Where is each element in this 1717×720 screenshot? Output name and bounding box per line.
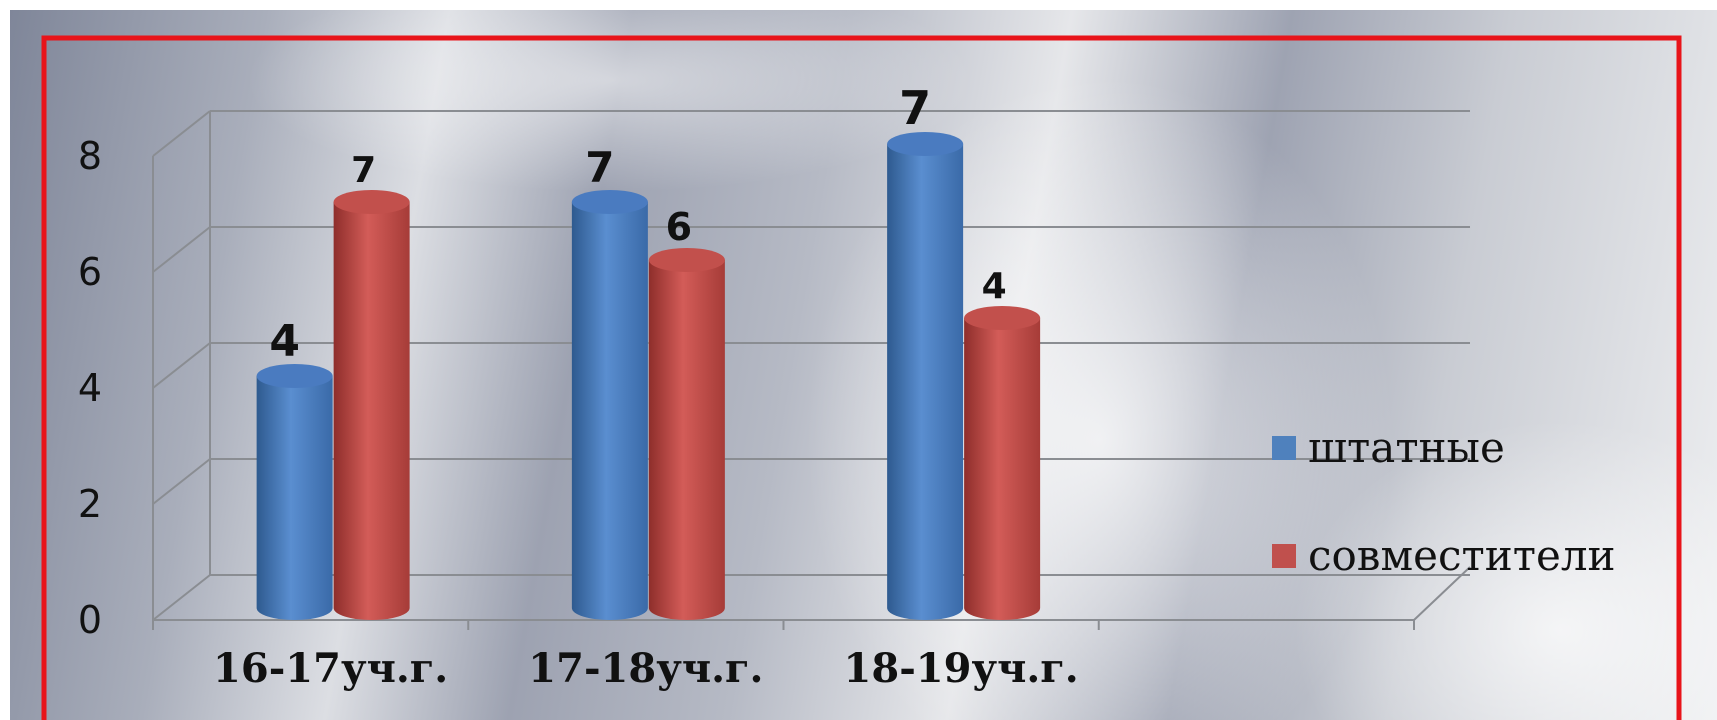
data-label: 4 — [982, 266, 1007, 307]
slide-background: 0 2 4 6 8 16-17уч.г. 17-18уч.г. 18-19уч.г. 4 7 7… — [10, 10, 1717, 720]
bar-body — [648, 260, 725, 620]
data-label: 7 — [585, 143, 614, 192]
bar — [571, 190, 648, 620]
gridline-side — [152, 342, 211, 389]
y-tick-label: 8 — [78, 134, 102, 178]
bar — [256, 364, 333, 620]
bar-chart: 0 2 4 6 8 16-17уч.г. 17-18уч.г. 18-19уч.г. 4 7 7… — [41, 35, 1682, 720]
gridline-side — [152, 458, 211, 505]
x-axis-ticks: 16-17уч.г. 17-18уч.г. 18-19уч.г. — [213, 645, 1079, 692]
y-tick-label: 6 — [78, 250, 102, 294]
floor-right-edge — [1413, 566, 1471, 621]
gridline-side — [152, 226, 211, 273]
data-label: 4 — [269, 316, 300, 367]
y-tick-label: 4 — [78, 366, 102, 410]
legend-label: штатные — [1308, 423, 1505, 472]
bars — [256, 132, 1041, 620]
x-tick-label: 16-17уч.г. — [213, 645, 448, 692]
x-tick-label: 17-18уч.г. — [528, 645, 763, 692]
bar-body — [887, 144, 964, 620]
bar — [964, 306, 1041, 620]
data-label: 7 — [899, 81, 931, 135]
gridline-side — [152, 110, 211, 157]
bar — [648, 248, 725, 620]
data-labels: 4 7 7 7 6 4 — [269, 81, 1006, 367]
y-tick-label: 0 — [78, 598, 102, 642]
legend-swatch — [1272, 436, 1296, 460]
legend-swatch — [1272, 544, 1296, 568]
data-label: 7 — [351, 150, 376, 191]
bar-top — [964, 306, 1041, 330]
bar-top — [648, 248, 725, 272]
bar-top — [571, 190, 648, 214]
chart-frame — [41, 35, 1682, 720]
data-label: 6 — [666, 205, 692, 249]
y-tick-label: 2 — [78, 482, 102, 526]
bar — [887, 132, 964, 620]
x-tick-label: 18-19уч.г. — [844, 645, 1079, 692]
bar-top — [333, 190, 410, 214]
legend: штатные совместители — [1272, 423, 1616, 580]
bar-body — [333, 202, 410, 620]
bar-top — [887, 132, 964, 156]
bar — [333, 190, 410, 620]
bar-top — [256, 364, 333, 388]
bar-body — [571, 202, 648, 620]
gridlines — [152, 110, 1471, 630]
gridline-side — [152, 574, 211, 621]
bar-body — [964, 318, 1041, 620]
legend-label: совместители — [1308, 531, 1616, 580]
bar-body — [256, 376, 333, 620]
y-axis-ticks: 0 2 4 6 8 — [78, 134, 102, 642]
